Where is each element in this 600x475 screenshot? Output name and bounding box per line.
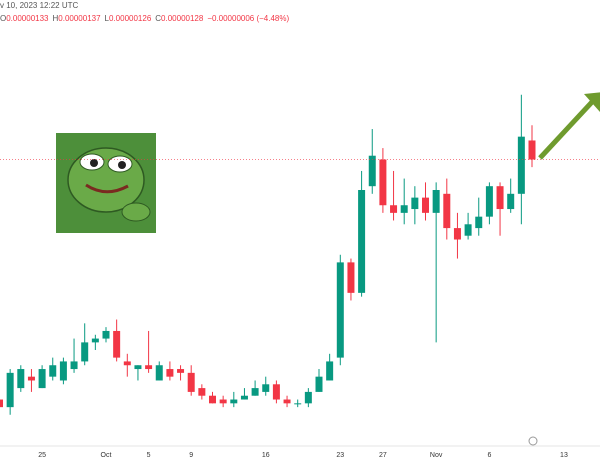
x-tick-label: Nov: [430, 452, 443, 459]
candle-body: [177, 369, 185, 373]
candle-body: [294, 403, 302, 405]
candle-body: [240, 395, 248, 400]
ohlc-label: C: [155, 14, 161, 23]
candle-body: [187, 372, 195, 392]
candle-body: [496, 186, 504, 210]
candle-body: [379, 159, 387, 206]
candle-body: [102, 330, 110, 339]
candle-body: [283, 399, 291, 404]
candle-body: [390, 205, 398, 213]
ohlc-text: O0.00000133 H0.00000137 L0.00000126 C0.0000…: [0, 14, 289, 23]
candle-body: [38, 369, 46, 389]
x-tick-label: 13: [560, 452, 568, 459]
x-tick-label: 25: [38, 452, 46, 459]
pepe-image: [56, 133, 156, 233]
candle-body: [347, 262, 355, 293]
x-tick-label: 27: [379, 452, 387, 459]
datetime: v 10, 2023 12:22 UTC: [0, 1, 78, 10]
ohlc-label: H: [53, 14, 59, 23]
candle-body: [411, 197, 419, 210]
candle-body: [272, 384, 280, 400]
candle-body: [262, 384, 270, 392]
candle-body: [400, 205, 408, 213]
candle-body: [49, 365, 57, 377]
candle-body: [198, 388, 206, 396]
candle-body: [219, 399, 227, 404]
candle-body: [453, 228, 461, 240]
ohlc-value: 0.00000133: [6, 14, 49, 23]
candle-body: [209, 395, 216, 404]
candle-body: [27, 376, 35, 381]
x-tick-label: 16: [262, 452, 270, 459]
candle-body: [91, 338, 99, 343]
candle-body: [485, 186, 493, 217]
candle-body: [464, 224, 472, 236]
candles: [0, 94, 536, 415]
candle-body: [6, 372, 14, 408]
ohlc-value: 0.00000137: [58, 14, 101, 23]
x-tick-label: 9: [189, 452, 193, 459]
candle-body: [81, 342, 89, 362]
candle-body: [443, 193, 451, 229]
candle-body: [336, 262, 344, 358]
candle-body: [113, 330, 121, 358]
candle-body: [475, 216, 483, 229]
candle-body: [17, 369, 25, 389]
icon: [528, 436, 538, 446]
arrow: [538, 92, 600, 160]
candle-body: [230, 399, 238, 404]
candle-body: [315, 376, 323, 392]
candle-body: [166, 369, 174, 377]
candle-body: [432, 190, 440, 213]
candle-body: [507, 193, 515, 210]
ohlc-label: L: [105, 14, 110, 23]
ohlc-value: 0.00000128: [161, 14, 204, 23]
x-tick-label: 23: [336, 452, 344, 459]
candle-body: [134, 365, 142, 370]
candle-body: [326, 361, 334, 381]
candle-body: [304, 391, 312, 404]
candle-body: [358, 190, 366, 293]
ohlc-value: 0.00000126: [109, 14, 152, 23]
candle-body: [155, 365, 163, 381]
candle-body: [517, 136, 525, 194]
candle-body: [251, 388, 259, 396]
candle-body: [0, 399, 3, 408]
ohlc-legend: O0.00000133 H0.00000137 L0.00000126 C0.0000…: [0, 14, 289, 23]
x-tick-label: 5: [147, 452, 151, 459]
change: −0.00000006 (−4.48%): [207, 14, 289, 23]
candle-body: [59, 361, 67, 381]
candle-body: [145, 365, 153, 370]
x-tick-label: 6: [487, 452, 491, 459]
x-tick-label: Oct: [101, 452, 112, 459]
candle-body: [123, 361, 131, 366]
candle-body: [528, 140, 536, 160]
candle-body: [422, 197, 429, 213]
candle-body: [70, 361, 78, 370]
ohlc-label: O: [0, 14, 6, 23]
candle-body: [368, 155, 376, 187]
